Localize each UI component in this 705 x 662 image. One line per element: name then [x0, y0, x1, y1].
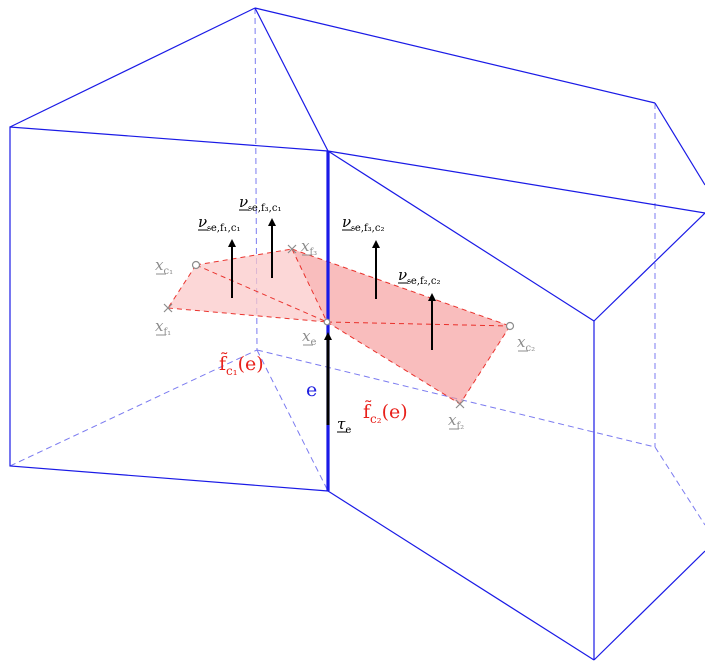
- xf2-marker: [455, 399, 465, 409]
- edge-top-left: [9, 7, 256, 128]
- edge-bottom-right: [593, 550, 705, 661]
- hidden-edge-right-lower: [654, 446, 705, 526]
- face-c2-region: [292, 249, 510, 404]
- label-nu-f3-c1: ν𝔰e,f₃,c₁: [239, 193, 281, 214]
- edge-top-right: [254, 7, 656, 104]
- line-xc2-xf2: [459, 325, 511, 405]
- left-cell-outline: [9, 126, 329, 492]
- edge-mid-right-down: [593, 212, 705, 322]
- point-labels: xc₁ xf₁ xf₃ xe xc₂ xf₂: [155, 237, 535, 432]
- edge-top-mid: [254, 7, 329, 152]
- edge-bottom-front: [327, 490, 595, 661]
- edge-right-upper: [654, 102, 705, 186]
- edge-mid-right: [327, 150, 705, 214]
- normal-arrows: [228, 218, 436, 350]
- label-nu-f3-c2: ν𝔰e,f₃,c₂: [342, 213, 384, 234]
- face-c1-region: [168, 249, 327, 322]
- line-xe-xc2: [326, 321, 511, 327]
- label-face-c1: f̃c₁(e): [219, 352, 264, 378]
- label-xe: xe: [302, 327, 316, 348]
- normal-labels: ν𝔰e,f₁,c₁ ν𝔰e,f₃,c₁ ν𝔰e,f₃,c₂ ν𝔰e,f₂,c₂: [198, 193, 440, 287]
- label-xf1: xf₁: [155, 317, 171, 338]
- label-face-c2: f̃c₂(e): [363, 400, 408, 426]
- label-xf3: xf₃: [301, 237, 317, 258]
- xf1-marker: [163, 303, 173, 313]
- label-xf2: xf₂: [448, 411, 464, 432]
- label-nu-f1-c1: ν𝔰e,f₁,c₁: [198, 213, 240, 234]
- label-edge-e: e: [306, 379, 317, 401]
- hidden-mesh-edges: [9, 7, 705, 526]
- line-xc1-xe: [195, 264, 328, 323]
- xc1-marker: [191, 260, 201, 270]
- line-xc1-xf3: [195, 248, 293, 266]
- edge-mid-top-to-front: [327, 150, 595, 322]
- xf3-marker: [287, 244, 297, 254]
- visible-mesh-edges: [9, 7, 705, 661]
- line-xe-xf2: [326, 321, 461, 405]
- point-markers: [163, 244, 515, 409]
- xc2-marker: [505, 321, 515, 331]
- label-xc1: xc₁: [155, 256, 173, 277]
- hidden-edge-bottom-mid: [256, 349, 329, 492]
- xe-marker: [323, 318, 331, 326]
- label-xc2: xc₂: [517, 333, 535, 354]
- line-xf3-xe: [291, 248, 328, 323]
- label-nu-f2-c2: ν𝔰e,f₂,c₂: [398, 266, 440, 287]
- dual-faces: [168, 249, 510, 404]
- label-tau-e: τe: [337, 415, 351, 436]
- hidden-edge-bottom-left: [9, 349, 258, 467]
